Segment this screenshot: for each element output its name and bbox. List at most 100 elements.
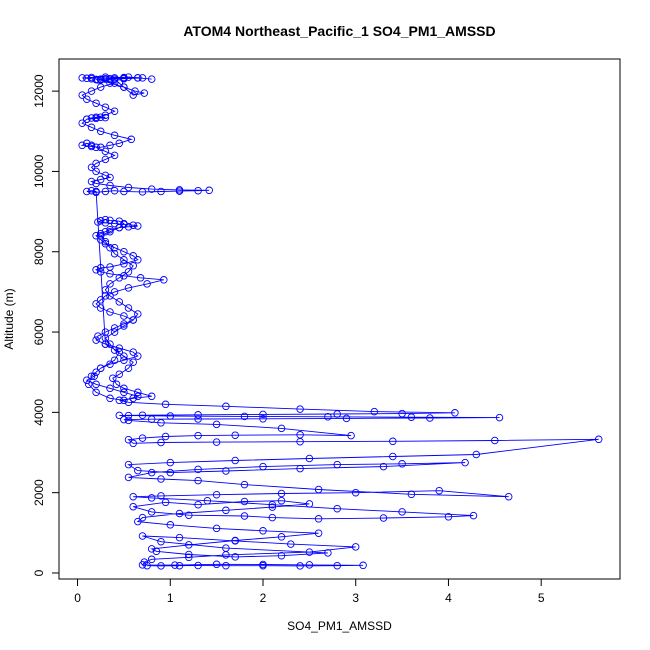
data-point xyxy=(115,370,124,378)
data-point xyxy=(157,419,165,427)
data-point xyxy=(194,465,202,474)
data-point xyxy=(96,268,105,276)
data-point xyxy=(277,496,286,505)
data-point xyxy=(83,74,91,83)
data-point xyxy=(222,561,230,570)
data-point xyxy=(112,380,121,389)
data-point xyxy=(110,219,119,228)
data-point xyxy=(120,356,128,364)
data-point xyxy=(129,91,137,99)
data-point xyxy=(120,256,128,264)
data-point xyxy=(87,73,96,82)
data-point xyxy=(147,392,156,401)
data-point xyxy=(324,413,332,421)
data-point xyxy=(101,113,110,122)
data-point xyxy=(106,243,114,252)
data-point xyxy=(106,270,114,278)
data-point xyxy=(138,532,147,540)
data-point xyxy=(96,229,105,238)
data-point xyxy=(491,436,499,445)
data-point xyxy=(157,187,165,196)
data-point xyxy=(120,260,128,268)
data-point xyxy=(461,458,469,467)
data-point xyxy=(78,119,86,127)
data-point xyxy=(96,296,105,304)
data-point xyxy=(96,235,105,244)
data-point xyxy=(268,513,277,522)
data-point xyxy=(92,179,100,188)
data-point xyxy=(120,187,128,196)
data-point xyxy=(231,431,239,439)
data-point xyxy=(106,292,114,300)
y-axis-label: Altitude (m) xyxy=(2,288,16,349)
data-point xyxy=(124,435,133,444)
data-point xyxy=(175,509,184,518)
data-point xyxy=(92,167,100,176)
data-point xyxy=(120,352,128,360)
data-point xyxy=(205,186,213,195)
data-point xyxy=(333,561,341,570)
data-point xyxy=(87,142,96,151)
data-point xyxy=(110,288,119,296)
data-point xyxy=(124,364,133,372)
data-point xyxy=(124,304,133,312)
data-point xyxy=(389,437,397,446)
data-point xyxy=(87,123,96,132)
data-point xyxy=(240,512,249,520)
y-tick-label: 10000 xyxy=(32,154,46,188)
data-point xyxy=(240,412,249,421)
data-point xyxy=(92,368,100,376)
data-point xyxy=(161,498,170,507)
data-point xyxy=(106,360,114,368)
data-point xyxy=(351,488,360,497)
data-point xyxy=(129,262,137,270)
data-point xyxy=(138,188,147,196)
data-point xyxy=(110,346,119,354)
data-point xyxy=(166,412,175,420)
data-point xyxy=(134,256,142,264)
data-point xyxy=(124,473,133,482)
data-point xyxy=(305,500,314,508)
data-point xyxy=(129,358,137,366)
data-point xyxy=(268,500,277,509)
data-point xyxy=(147,185,156,193)
data-point xyxy=(166,458,175,467)
data-point xyxy=(222,467,230,475)
data-point xyxy=(147,508,156,516)
data-point xyxy=(504,492,513,501)
data-point xyxy=(240,480,249,489)
data-point xyxy=(96,127,105,136)
data-point xyxy=(451,409,459,417)
data-point xyxy=(157,492,165,500)
data-point xyxy=(101,286,110,294)
data-point xyxy=(129,492,137,501)
data-point xyxy=(277,551,286,560)
data-point xyxy=(101,155,110,164)
x-tick-label: 4 xyxy=(445,591,452,605)
data-point xyxy=(147,545,156,553)
data-point xyxy=(101,340,110,348)
data-point xyxy=(115,139,124,148)
data-point xyxy=(110,107,119,115)
data-point xyxy=(101,237,110,246)
data-point xyxy=(106,308,114,316)
data-point xyxy=(134,388,142,397)
data-point xyxy=(147,75,156,83)
data-point xyxy=(134,517,142,526)
data-point xyxy=(296,464,304,473)
data-point xyxy=(314,485,323,494)
data-point xyxy=(161,432,170,441)
data-point xyxy=(212,420,221,429)
data-point xyxy=(140,558,149,566)
data-point xyxy=(259,462,267,471)
data-point xyxy=(147,415,156,423)
data-point xyxy=(115,274,124,282)
data-point xyxy=(134,466,142,475)
data-point xyxy=(222,506,230,515)
data-point xyxy=(124,411,133,420)
data-point xyxy=(161,400,170,409)
data-point xyxy=(231,553,239,561)
data-point xyxy=(296,562,304,570)
data-point xyxy=(106,225,114,234)
data-point xyxy=(398,409,406,418)
